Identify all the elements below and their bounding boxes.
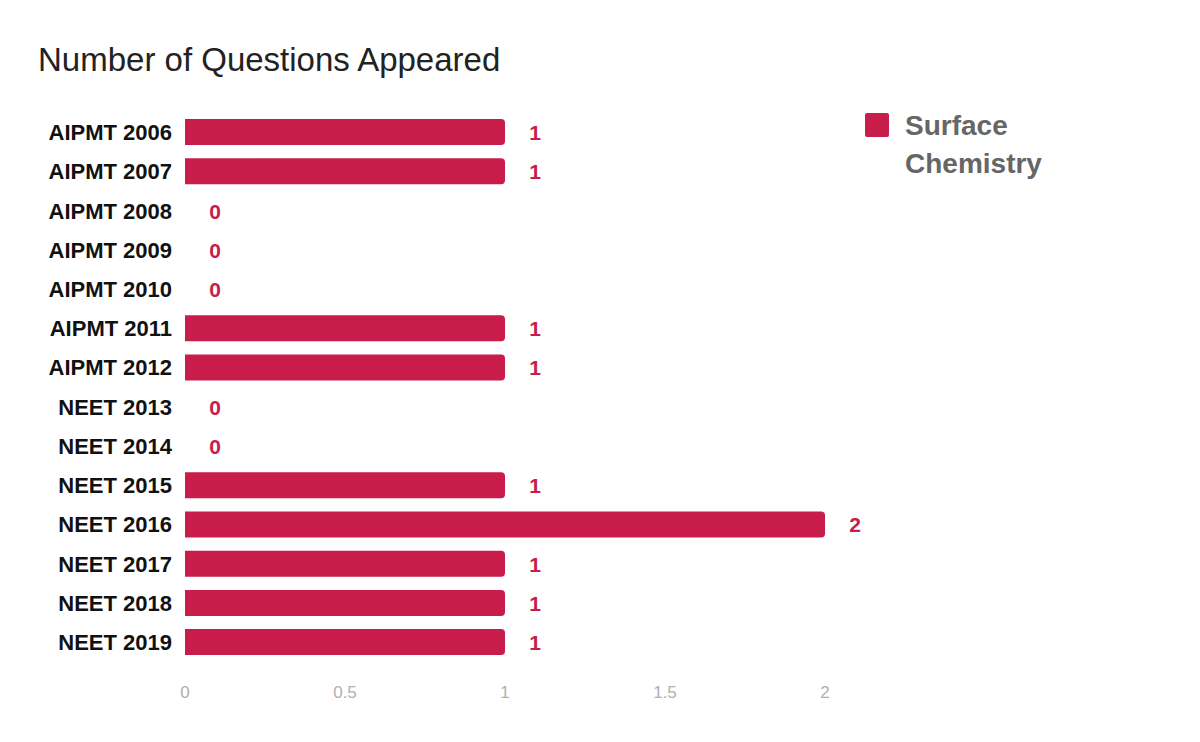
category-label: NEET 2016 bbox=[58, 512, 172, 537]
bar bbox=[185, 276, 186, 302]
bars bbox=[185, 119, 825, 655]
category-label: AIPMT 2009 bbox=[49, 238, 173, 263]
chart-container: Number of Questions Appeared 0 0.5 1 1.5 2 AIP… bbox=[0, 0, 1200, 742]
data-label: 1 bbox=[529, 553, 541, 576]
category-label: NEET 2013 bbox=[58, 395, 172, 420]
legend-swatch bbox=[865, 113, 889, 137]
category-label: AIPMT 2010 bbox=[49, 277, 173, 302]
bar bbox=[185, 551, 505, 577]
bar bbox=[185, 315, 505, 341]
bar bbox=[185, 198, 186, 224]
data-label: 1 bbox=[529, 631, 541, 654]
tick-label: 1 bbox=[500, 683, 509, 702]
data-label: 0 bbox=[209, 239, 221, 262]
data-label: 2 bbox=[849, 513, 861, 536]
bar bbox=[185, 237, 186, 263]
data-label: 0 bbox=[209, 278, 221, 301]
category-label: AIPMT 2011 bbox=[50, 316, 172, 341]
bar bbox=[185, 433, 186, 459]
category-label: AIPMT 2006 bbox=[49, 120, 173, 145]
category-label: AIPMT 2012 bbox=[49, 355, 173, 380]
bar bbox=[185, 590, 505, 616]
category-label: AIPMT 2008 bbox=[49, 199, 173, 224]
title: Number of Questions Appeared bbox=[38, 41, 500, 78]
data-label: 0 bbox=[209, 396, 221, 419]
bar bbox=[185, 472, 505, 498]
bar bbox=[185, 119, 505, 145]
bar bbox=[185, 629, 505, 655]
tick-label: 0.5 bbox=[333, 683, 357, 702]
chart: Number of Questions Appeared 0 0.5 1 1.5 2 AIP… bbox=[0, 0, 1200, 742]
data-label: 0 bbox=[209, 200, 221, 223]
tick-label: 2 bbox=[820, 683, 829, 702]
data-label: 1 bbox=[529, 317, 541, 340]
bar bbox=[185, 394, 186, 420]
tick-label: 0 bbox=[180, 683, 189, 702]
data-label: 0 bbox=[209, 435, 221, 458]
data-label: 1 bbox=[529, 121, 541, 144]
category-label: AIPMT 2007 bbox=[49, 159, 173, 184]
data-label: 1 bbox=[529, 592, 541, 615]
data-label: 1 bbox=[529, 474, 541, 497]
category-label: NEET 2015 bbox=[58, 473, 172, 498]
category-label: NEET 2019 bbox=[58, 630, 172, 655]
category-label: NEET 2017 bbox=[58, 552, 172, 577]
data-label: 1 bbox=[529, 160, 541, 183]
bar bbox=[185, 511, 825, 537]
category-label: NEET 2014 bbox=[58, 434, 172, 459]
tick-label: 1.5 bbox=[653, 683, 677, 702]
data-label: 1 bbox=[529, 356, 541, 379]
category-label: NEET 2018 bbox=[58, 591, 172, 616]
legend-label: SurfaceChemistry bbox=[905, 110, 1042, 179]
bar bbox=[185, 354, 505, 380]
bar bbox=[185, 158, 505, 184]
